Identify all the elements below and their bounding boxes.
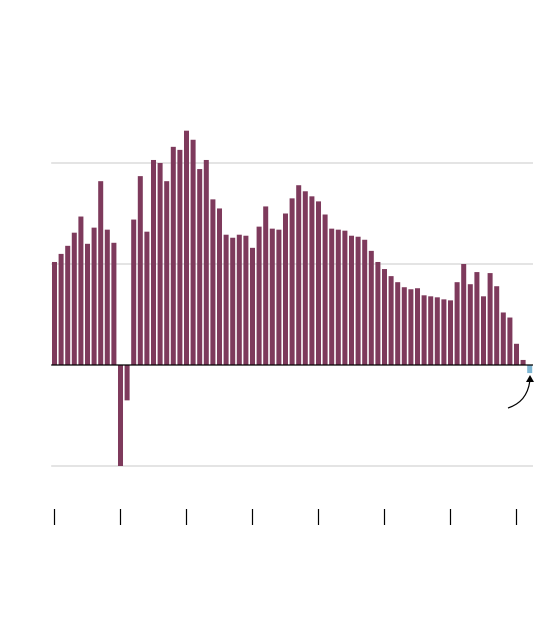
bar (78, 216, 84, 365)
annotation-arrow (507, 379, 531, 409)
bar (507, 317, 513, 365)
bar (388, 276, 394, 365)
bar (408, 289, 414, 365)
bar (91, 227, 97, 365)
bar (65, 245, 71, 365)
bar (289, 198, 295, 365)
bar (98, 181, 104, 365)
bar (131, 219, 137, 365)
bar (414, 288, 421, 365)
bar (348, 235, 355, 365)
bar (263, 206, 269, 365)
bar (342, 230, 348, 365)
bar (428, 296, 434, 365)
bar (58, 253, 64, 365)
bar (111, 242, 117, 365)
bar (480, 296, 487, 365)
bar (164, 181, 170, 365)
bar (421, 295, 427, 365)
bar (302, 191, 308, 365)
bar (527, 365, 533, 374)
bar (500, 312, 506, 365)
bar (243, 235, 249, 365)
bar (368, 250, 374, 365)
bar (309, 196, 315, 365)
bar (144, 231, 150, 365)
bar (230, 237, 236, 365)
bar (117, 365, 124, 466)
bar (137, 176, 143, 365)
bar (401, 287, 407, 365)
bar (474, 272, 480, 365)
bar (51, 261, 58, 365)
bar (223, 234, 229, 365)
bar (487, 273, 493, 365)
bar (447, 300, 454, 365)
bar (461, 264, 467, 365)
bar (467, 284, 473, 365)
bar (269, 228, 275, 365)
bar (216, 208, 223, 365)
bar (296, 185, 302, 365)
bar (150, 159, 157, 365)
arrow-head (526, 375, 534, 382)
bar (494, 286, 500, 365)
bar (322, 214, 328, 365)
bar (441, 299, 447, 365)
bar (454, 282, 460, 365)
bar (513, 343, 520, 365)
bar (520, 359, 526, 365)
bar (256, 226, 262, 365)
bar (210, 199, 216, 365)
bar (104, 229, 110, 365)
bar (375, 261, 381, 365)
bar (249, 247, 256, 365)
bar (71, 232, 77, 365)
bar (177, 149, 183, 365)
bar (276, 229, 282, 365)
bar (124, 365, 130, 401)
bar (157, 163, 163, 365)
bar (434, 297, 440, 365)
bar (84, 243, 91, 365)
bar (315, 201, 322, 365)
bar (197, 169, 203, 365)
bar (362, 239, 368, 365)
bar (355, 236, 361, 365)
bar (170, 146, 176, 365)
bar (395, 282, 401, 365)
bar (329, 228, 335, 365)
bar (203, 159, 209, 365)
bar (236, 234, 242, 365)
bar (183, 130, 190, 365)
bar (282, 213, 289, 365)
bar (335, 229, 341, 365)
bar (381, 269, 388, 365)
bar (190, 139, 196, 365)
